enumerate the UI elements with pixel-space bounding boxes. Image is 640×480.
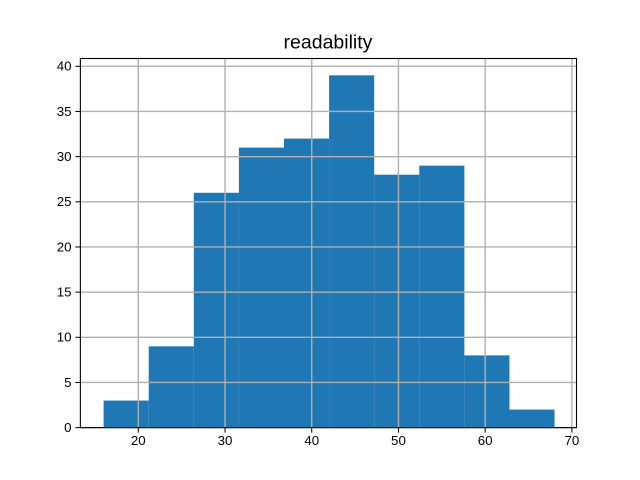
- svg-text:5: 5: [64, 375, 71, 390]
- svg-text:readability: readability: [284, 32, 373, 54]
- svg-text:30: 30: [57, 149, 72, 164]
- svg-text:40: 40: [57, 59, 72, 74]
- svg-text:0: 0: [64, 420, 71, 435]
- svg-text:20: 20: [57, 239, 72, 254]
- svg-text:35: 35: [57, 104, 72, 119]
- svg-text:20: 20: [131, 433, 146, 448]
- svg-text:15: 15: [57, 285, 72, 300]
- svg-text:25: 25: [57, 194, 72, 209]
- svg-text:50: 50: [391, 433, 406, 448]
- svg-text:10: 10: [57, 330, 72, 345]
- svg-text:70: 70: [565, 433, 580, 448]
- svg-text:60: 60: [478, 433, 493, 448]
- svg-text:40: 40: [304, 433, 319, 448]
- svg-text:30: 30: [218, 433, 233, 448]
